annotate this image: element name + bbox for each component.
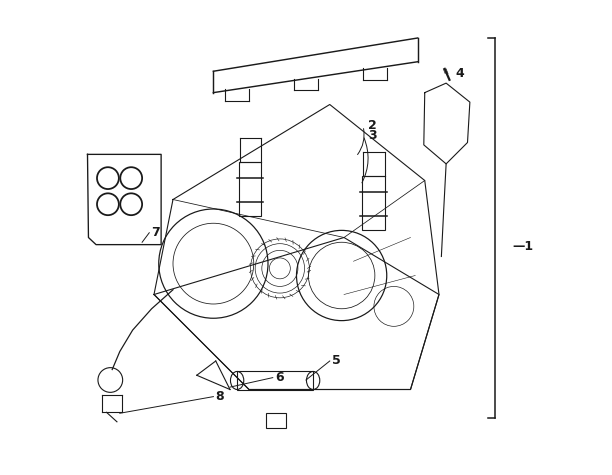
Text: 7: 7 [152,226,160,239]
Bar [266,413,286,428]
Text: 6: 6 [275,371,284,384]
Bar [239,162,261,216]
Text: 5: 5 [332,354,341,368]
Bar [362,176,385,230]
Bar [237,371,313,389]
Text: 3: 3 [368,129,376,142]
Text: 8: 8 [216,390,225,403]
Text: 2: 2 [368,119,376,133]
Text: —1: —1 [513,240,534,254]
Text: 4: 4 [455,67,465,80]
